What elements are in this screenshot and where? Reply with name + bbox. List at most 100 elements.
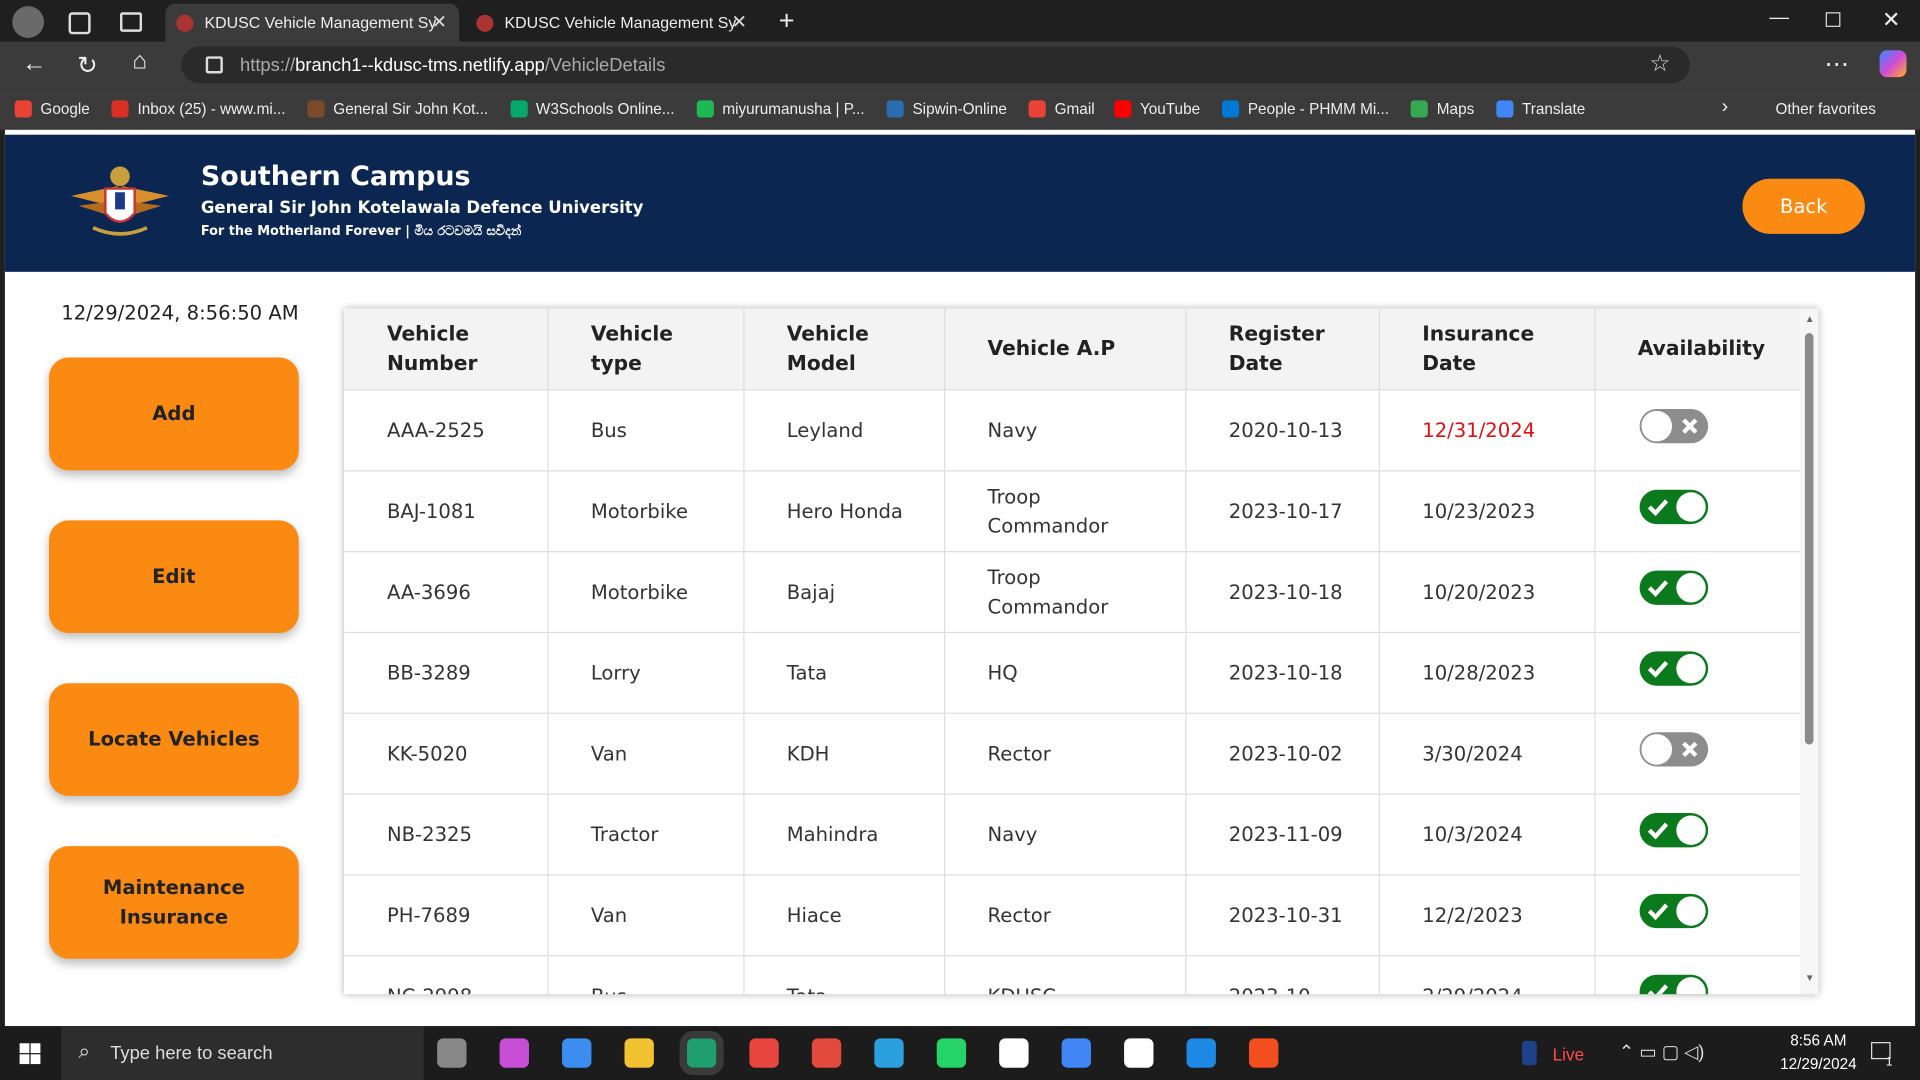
news-icon[interactable]	[1522, 1040, 1537, 1066]
table-cell: KK-5020	[344, 712, 548, 795]
bookmark[interactable]: miyurumanusha | P...	[696, 100, 865, 118]
table-cell: AAA-2525	[344, 389, 548, 471]
tab-favicon	[176, 14, 194, 32]
browser-tab[interactable]: KDUSC Vehicle Management Syst ✕	[165, 3, 460, 42]
taskbar-app[interactable]	[499, 1038, 529, 1068]
scrollbar[interactable]: ▲ ▼	[1800, 308, 1819, 995]
table-cell: Bus	[547, 389, 744, 471]
bookmark-icon	[1411, 100, 1429, 118]
bookmark[interactable]: W3Schools Online...	[510, 100, 675, 118]
search-placeholder: Type here to search	[110, 1043, 273, 1065]
table-row: AA-3696 Motorbike Bajaj Troop Commandor 2023…	[344, 551, 1801, 633]
availability-toggle[interactable]	[1638, 812, 1709, 849]
taskbar-app[interactable]	[1061, 1038, 1092, 1068]
sidebar-button[interactable]: Edit	[48, 520, 299, 634]
table-row: NC-2998BusTataKDUSC2023-10-2/29/2024	[344, 955, 1801, 995]
menu[interactable]: ⋯	[1824, 51, 1849, 79]
bookmark-icon	[696, 100, 714, 118]
minimize[interactable]: —	[1769, 7, 1789, 29]
bookmark[interactable]: People - PHMM Mi...	[1222, 100, 1390, 118]
search-box[interactable]: ⌕ Type here to search	[61, 1026, 424, 1080]
taskbar-app[interactable]	[437, 1038, 467, 1068]
vehicle-table-panel: Vehicle Number Vehicle type Vehicle Model V…	[344, 308, 1819, 995]
favorite-star[interactable]: ☆	[1649, 51, 1671, 78]
profile-avatar[interactable]	[12, 6, 45, 38]
clock-time[interactable]: 8:56 AM	[1790, 1032, 1847, 1050]
home[interactable]: ⌂	[132, 47, 148, 75]
taskbar-app[interactable]	[562, 1038, 592, 1068]
header-subtitle: General Sir John Kotelawala Defence Univ…	[200, 198, 644, 218]
bookmark[interactable]: Sipwin-Online	[886, 100, 1007, 118]
taskbar-app[interactable]	[1124, 1038, 1154, 1068]
availability-toggle[interactable]	[1638, 893, 1709, 930]
taskbar-app[interactable]	[679, 1031, 724, 1076]
table-cell: Troop Commandor	[944, 470, 1186, 552]
table-cell: 2023-10-18	[1185, 631, 1380, 714]
url-path: /VehicleDetails	[544, 54, 666, 76]
browser-tab[interactable]: KDUSC Vehicle Management Syst ✕	[465, 4, 759, 42]
live-label[interactable]: Live	[1552, 1044, 1585, 1065]
back-nav[interactable]: ←	[22, 50, 47, 78]
availability-toggle[interactable]	[1638, 408, 1709, 445]
bookmark[interactable]: Maps	[1411, 100, 1474, 118]
notification-icon[interactable]	[1871, 1042, 1891, 1060]
availability-toggle[interactable]	[1638, 650, 1709, 687]
back-button[interactable]: Back	[1742, 178, 1865, 234]
close-window[interactable]: ✕	[1882, 7, 1901, 32]
taskbar-app[interactable]	[936, 1038, 967, 1068]
table-cell: NB-2325	[344, 793, 548, 875]
start-button[interactable]	[19, 1043, 41, 1065]
scroll-thumb[interactable]	[1804, 333, 1814, 745]
workspaces-icon[interactable]	[68, 12, 91, 35]
bookmark-label: People - PHMM Mi...	[1247, 100, 1390, 118]
university-logo	[71, 166, 169, 236]
bookmark-label: Inbox (25) - www.mi...	[137, 100, 286, 118]
column-header: Insurance Date	[1378, 308, 1595, 390]
table-cell: 10/28/2023	[1378, 631, 1595, 714]
bookmark-icon	[1222, 100, 1240, 118]
other-favorites[interactable]: Other favorites	[1775, 100, 1876, 118]
tab-actions-icon[interactable]	[120, 12, 143, 32]
availability-toggle[interactable]	[1638, 974, 1709, 995]
table-cell: 10/23/2023	[1378, 470, 1595, 552]
sidebar-button[interactable]: Maintenance Insurance	[48, 846, 299, 959]
taskbar: ⌕ Type here to search Live ⌃ ▭ ▢ ◁) 8:56…	[0, 1026, 1920, 1080]
table-row: AAA-2525 Bus Leyland Navy 2020-10-13 12/31/20…	[344, 389, 1801, 471]
sidebar-button[interactable]: Locate Vehicles	[48, 683, 299, 796]
url-field[interactable]: https://branch1--kdusc-tms.netlify.app/V…	[181, 46, 1690, 84]
availability-cell	[1594, 389, 1801, 471]
more-bookmarks[interactable]: ›	[1721, 96, 1729, 118]
column-header: Vehicle Model	[743, 308, 945, 390]
bookmark[interactable]: Inbox (25) - www.mi...	[111, 100, 286, 118]
availability-toggle[interactable]	[1638, 489, 1709, 526]
table-cell: Tata	[743, 955, 945, 995]
bookmark[interactable]: Google	[14, 100, 90, 118]
taskbar-app[interactable]	[1248, 1038, 1279, 1068]
taskbar-app[interactable]	[749, 1038, 779, 1068]
maximize[interactable]	[1825, 12, 1841, 27]
bookmark-icon	[1496, 100, 1514, 118]
taskbar-app[interactable]	[624, 1038, 654, 1068]
bookmark[interactable]: Translate	[1496, 100, 1585, 118]
taskbar-app[interactable]	[874, 1038, 904, 1068]
reload[interactable]: ↻	[77, 52, 98, 80]
clock-date[interactable]: 12/29/2024	[1780, 1055, 1857, 1073]
tab-close[interactable]: ✕	[731, 12, 747, 34]
bookmark[interactable]: Gmail	[1028, 100, 1095, 118]
taskbar-app[interactable]	[999, 1038, 1029, 1068]
availability-toggle[interactable]	[1638, 731, 1709, 768]
taskbar-app[interactable]	[811, 1038, 842, 1068]
taskbar-app[interactable]	[1186, 1038, 1216, 1068]
tab-close[interactable]: ✕	[431, 12, 447, 34]
availability-toggle[interactable]	[1638, 569, 1709, 606]
bookmarks: Google Inbox (25) - www.mi... General Sir …	[0, 100, 1585, 118]
bookmark[interactable]: YouTube	[1114, 100, 1200, 118]
availability-cell	[1594, 551, 1801, 633]
tray-icons[interactable]: ⌃ ▭ ▢ ◁)	[1618, 1042, 1705, 1063]
copilot[interactable]	[1879, 50, 1907, 78]
bookmark[interactable]: General Sir John Kot...	[307, 100, 488, 118]
sidebar-button[interactable]: Add	[48, 357, 299, 471]
new-tab[interactable]: +	[778, 4, 795, 36]
